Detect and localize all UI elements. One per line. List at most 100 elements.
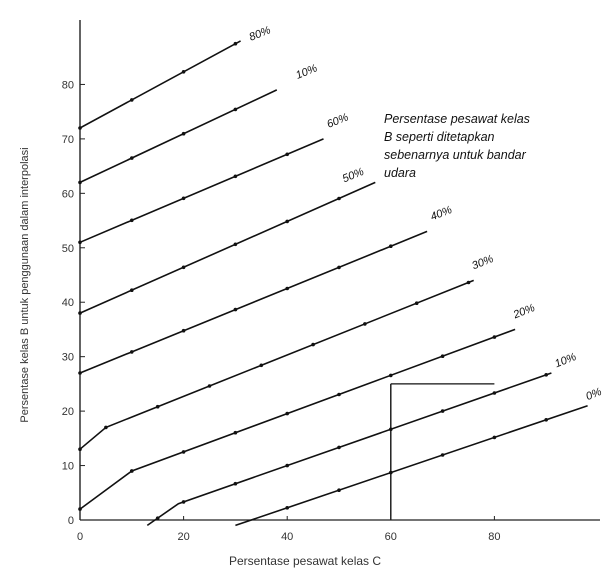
y-tick-label: 60	[62, 188, 74, 200]
y-tick-label: 30	[62, 352, 74, 364]
y-ticks: 0 10 20 30 40 50 60 70 80	[62, 79, 85, 527]
series-line-8	[235, 404, 588, 527]
series-point	[233, 107, 238, 112]
curve-label: 60%	[325, 111, 350, 130]
annotation-note: Persentase pesawat kelas B seperti ditet…	[384, 110, 608, 182]
curve-label: 10%	[294, 62, 319, 81]
series-point	[389, 244, 393, 248]
series-point	[389, 373, 393, 378]
series-point	[78, 240, 82, 245]
x-tick-label: 60	[385, 531, 397, 543]
series-line-4	[79, 230, 428, 374]
series-point	[492, 435, 497, 440]
y-tick-label: 40	[62, 297, 74, 309]
series-point	[363, 322, 367, 326]
series-point	[181, 131, 186, 136]
series-point	[130, 156, 134, 160]
series-point	[233, 481, 238, 486]
x-axis-label: Persentase pesawat kelas C	[229, 554, 381, 568]
series-point	[155, 404, 160, 409]
series-line-1	[79, 89, 278, 184]
series-point	[130, 218, 134, 223]
series-layer	[78, 40, 588, 527]
series-point	[181, 196, 186, 201]
series-point	[233, 307, 238, 312]
series-line-3	[79, 181, 376, 314]
series-point	[337, 445, 341, 450]
series-point	[78, 311, 82, 315]
note-line: udara	[384, 166, 416, 180]
curve-label: 50%	[341, 166, 366, 185]
series-point	[233, 174, 238, 179]
y-axis-label: Persentase kelas B untuk penggunaan dala…	[19, 147, 31, 422]
series-point	[389, 470, 393, 475]
curve-label: 10%	[553, 351, 578, 370]
series-point	[130, 288, 134, 293]
series-point	[440, 453, 445, 457]
series-point	[78, 180, 82, 185]
series-point	[285, 411, 290, 416]
curve-label: 40%	[429, 204, 454, 223]
series-point	[181, 70, 186, 74]
series-point	[414, 301, 419, 306]
series-point	[337, 265, 341, 270]
series-point	[155, 516, 160, 520]
series-point	[78, 126, 82, 130]
series-point	[285, 286, 290, 291]
series-point	[233, 430, 238, 435]
x-tick-label: 20	[177, 531, 189, 543]
x-tick-label: 80	[488, 531, 500, 543]
curve-label: 30%	[470, 253, 495, 272]
curve-labels: 80% 10% 60% 50% 40% 30% 20% 10% 0%	[248, 24, 604, 403]
y-tick-label: 0	[68, 515, 74, 527]
series-line-0	[79, 40, 241, 129]
series-point	[440, 354, 445, 359]
curve-label: 20%	[511, 302, 537, 322]
y-tick-label: 70	[62, 134, 74, 146]
x-tick-label: 40	[281, 531, 293, 543]
y-tick-label: 50	[62, 243, 74, 255]
series-point	[104, 425, 108, 430]
reference-lines	[390, 383, 495, 520]
series-point	[78, 371, 82, 375]
curve-label: 80%	[248, 24, 273, 43]
series-line-5	[79, 279, 474, 450]
series-point	[130, 469, 134, 473]
y-tick-label: 10	[62, 461, 74, 473]
series-point	[440, 409, 445, 413]
note-line: B seperti ditetapkan	[384, 130, 495, 144]
series-point	[233, 41, 238, 46]
series-point	[285, 152, 290, 157]
x-ticks: 0 20 40 60 80	[77, 516, 501, 543]
note-line: Persentase pesawat kelas	[384, 112, 530, 126]
series-point	[311, 342, 315, 347]
series-point	[285, 463, 290, 468]
series-point	[337, 196, 341, 201]
y-tick-label: 20	[62, 406, 74, 418]
series-point	[285, 219, 290, 224]
series-line-7	[146, 372, 552, 527]
series-point	[233, 242, 238, 247]
series-point	[181, 450, 186, 454]
series-point	[78, 507, 82, 511]
series-point	[466, 280, 471, 285]
series-point	[389, 427, 393, 432]
series-point	[207, 384, 212, 388]
series-point	[181, 265, 186, 270]
series-point	[337, 488, 341, 493]
series-line-6	[79, 328, 516, 510]
series-point	[492, 335, 497, 339]
series-point	[544, 373, 548, 377]
series-point	[492, 391, 497, 395]
series-point	[130, 98, 134, 102]
series-point	[130, 350, 134, 354]
curve-label: 0%	[584, 386, 603, 403]
series-point	[285, 506, 290, 510]
x-tick-label: 0	[77, 531, 83, 543]
series-point	[78, 447, 82, 452]
series-point	[181, 500, 186, 504]
series-point	[337, 392, 341, 397]
note-line: sebenarnya untuk bandar	[384, 148, 526, 162]
series-point	[544, 418, 548, 422]
series-point	[259, 363, 264, 368]
